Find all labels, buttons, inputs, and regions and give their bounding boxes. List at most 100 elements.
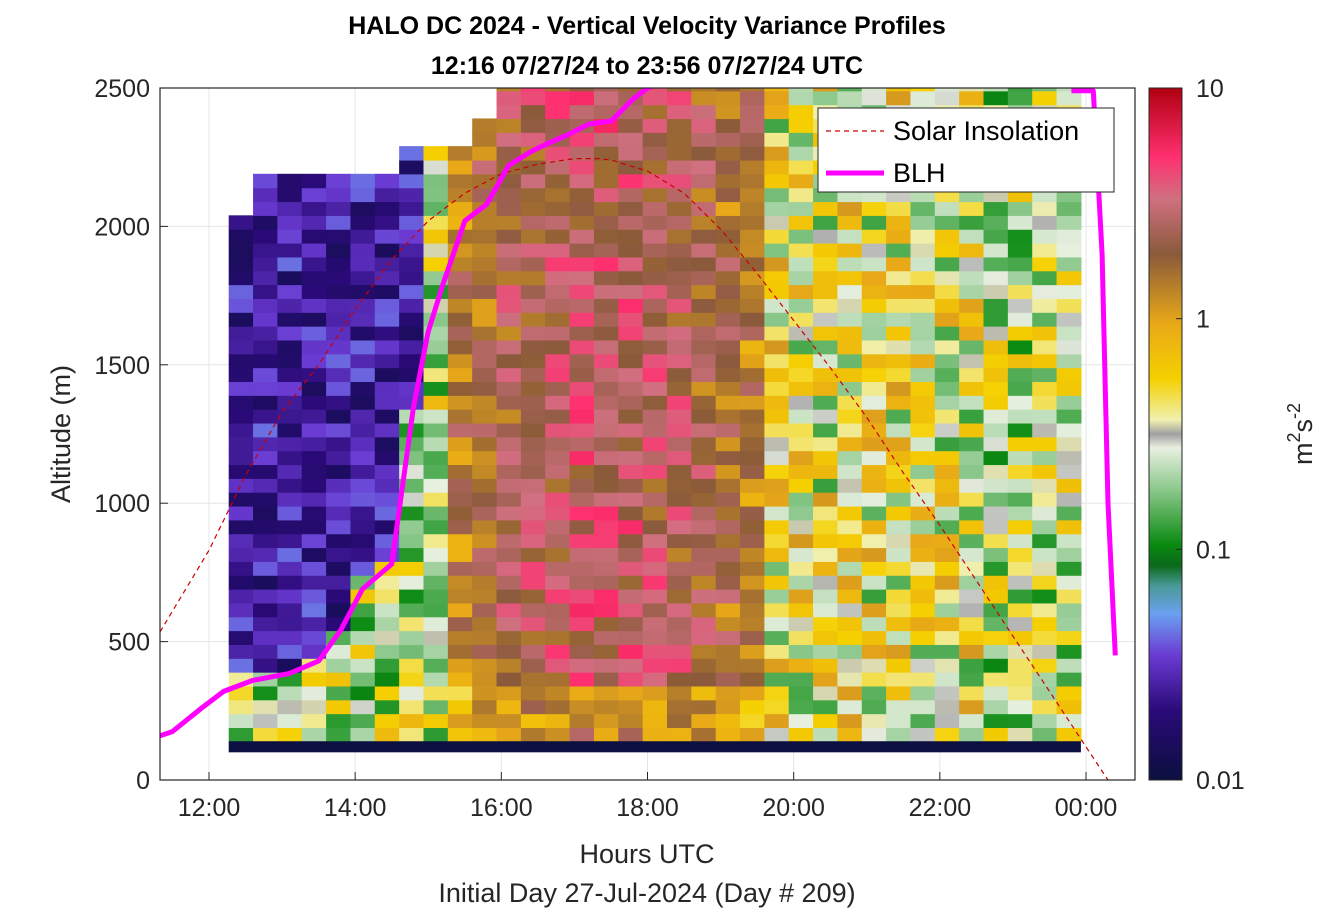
heatmap-cell xyxy=(666,616,692,632)
heatmap-cell xyxy=(910,630,936,645)
heatmap-cell xyxy=(642,215,668,230)
heatmap-cell xyxy=(983,464,1009,479)
heatmap-cell xyxy=(472,409,498,424)
heatmap-cell xyxy=(593,173,619,189)
heatmap-cell xyxy=(861,436,887,452)
heatmap-cell xyxy=(593,256,619,272)
heatmap-cell xyxy=(253,339,279,355)
heatmap-cell xyxy=(228,519,254,535)
heatmap-cell xyxy=(666,256,692,272)
heatmap-cell xyxy=(861,602,887,618)
heatmap-cell xyxy=(618,284,644,299)
heatmap-cell xyxy=(399,561,425,576)
heatmap-cell xyxy=(934,312,960,327)
heatmap-cell xyxy=(326,575,352,590)
heatmap-cell xyxy=(764,422,790,438)
heatmap-cell xyxy=(520,395,546,410)
heatmap-cell xyxy=(1032,630,1058,645)
heatmap-cell xyxy=(447,353,473,369)
heatmap-cell xyxy=(886,367,912,383)
heatmap-cell xyxy=(691,284,717,299)
heatmap-cell xyxy=(764,381,790,396)
heatmap-cell xyxy=(788,88,814,92)
heatmap-cell xyxy=(520,492,546,507)
heatmap-cell xyxy=(910,575,936,590)
heatmap-cell xyxy=(959,630,985,645)
heatmap-cell xyxy=(1032,298,1058,313)
heatmap-cell xyxy=(253,616,279,632)
heatmap-cell xyxy=(545,187,571,203)
heatmap-cell xyxy=(301,727,327,742)
heatmap-cell xyxy=(472,519,498,535)
heatmap-cell xyxy=(253,367,279,383)
heatmap-cell xyxy=(910,88,936,92)
heatmap-cell xyxy=(642,118,668,133)
heatmap-cell xyxy=(326,422,352,438)
heatmap-cell xyxy=(740,243,765,258)
heatmap-cell xyxy=(788,256,814,272)
x-axis-label: Hours UTC xyxy=(579,839,714,869)
heatmap-cell xyxy=(569,312,595,327)
heatmap-cell xyxy=(374,464,400,479)
heatmap-cell xyxy=(447,159,473,175)
heatmap-cell xyxy=(934,519,960,535)
heatmap-cell xyxy=(593,409,619,424)
heatmap-cell xyxy=(520,256,546,272)
heatmap-cell xyxy=(691,104,717,120)
heatmap-cell xyxy=(934,672,960,687)
heatmap-cell xyxy=(691,505,717,521)
heatmap-cell xyxy=(666,450,692,466)
heatmap-cell xyxy=(472,284,498,299)
heatmap-cell xyxy=(228,616,254,632)
heatmap-cell xyxy=(520,616,546,632)
heatmap-cell xyxy=(496,215,522,230)
heatmap-cell xyxy=(472,270,498,286)
heatmap-cell xyxy=(374,699,400,715)
heatmap-cell xyxy=(447,381,473,396)
heatmap-cell xyxy=(934,630,960,645)
heatmap-cell xyxy=(934,547,960,562)
x-tick-label: 00:00 xyxy=(1055,794,1118,822)
heatmap-cell xyxy=(472,395,498,410)
heatmap-cell xyxy=(301,547,327,562)
heatmap-cell xyxy=(569,395,595,410)
heatmap-cell xyxy=(569,547,595,562)
heatmap-cell xyxy=(399,589,425,604)
heatmap-cell xyxy=(301,229,327,244)
heatmap-cell xyxy=(910,326,936,341)
heatmap-cell xyxy=(618,713,644,729)
heatmap-cell xyxy=(618,547,644,562)
heatmap-cell xyxy=(593,602,619,618)
heatmap-cell xyxy=(277,339,303,355)
heatmap-cell xyxy=(934,533,960,549)
heatmap-cell xyxy=(715,464,741,479)
heatmap-cell xyxy=(423,201,449,216)
heatmap-cell xyxy=(813,478,839,493)
heatmap-cell xyxy=(618,575,644,590)
heatmap-cell xyxy=(1056,256,1082,272)
heatmap-cell xyxy=(1007,256,1033,272)
heatmap-cell xyxy=(593,132,619,147)
heatmap-cell xyxy=(277,713,303,729)
heatmap-cell xyxy=(666,201,692,216)
heatmap-cell xyxy=(910,312,936,327)
heatmap-cell xyxy=(1056,284,1082,299)
heatmap-cell xyxy=(423,492,449,507)
heatmap-cell xyxy=(934,298,960,313)
heatmap-cell xyxy=(666,243,692,258)
heatmap-cell xyxy=(1007,450,1033,466)
heatmap-cell xyxy=(374,339,400,355)
heatmap-cell xyxy=(618,616,644,632)
heatmap-cell xyxy=(764,658,790,673)
heatmap-cell xyxy=(326,326,352,341)
heatmap-cell xyxy=(545,519,571,535)
heatmap-cell xyxy=(715,575,741,590)
heatmap-cell xyxy=(545,589,571,604)
heatmap-cell xyxy=(228,367,254,383)
heatmap-cell xyxy=(423,478,449,493)
heatmap-cell xyxy=(983,644,1009,659)
heatmap-cell xyxy=(253,519,279,535)
heatmap-cell xyxy=(618,727,644,742)
heatmap-cell xyxy=(326,699,352,715)
